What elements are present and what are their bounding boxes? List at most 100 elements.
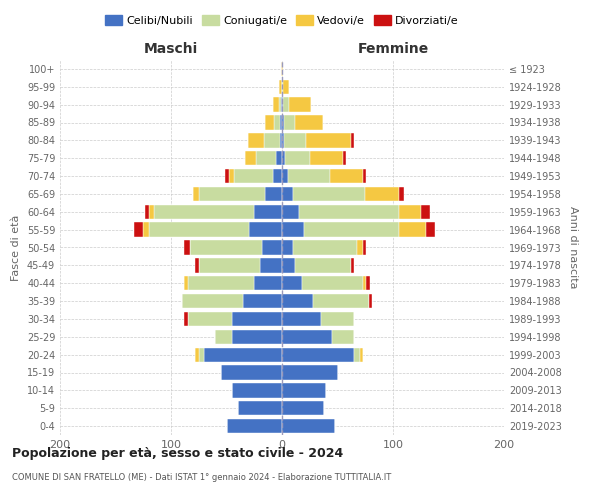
Bar: [245, 151, 256, 166]
Bar: [188, 276, 254, 290]
Bar: [282, 276, 302, 290]
Y-axis label: Anni di nascita: Anni di nascita: [568, 206, 578, 289]
Bar: [282, 330, 332, 344]
Bar: [196, 258, 199, 272]
Bar: [280, 133, 282, 148]
Bar: [229, 169, 234, 183]
Bar: [283, 80, 289, 94]
Bar: [204, 348, 282, 362]
Bar: [196, 348, 199, 362]
Bar: [232, 383, 282, 398]
Bar: [143, 222, 149, 237]
Bar: [184, 276, 188, 290]
Bar: [184, 240, 190, 254]
Bar: [363, 240, 367, 254]
Bar: [302, 276, 363, 290]
Bar: [190, 240, 262, 254]
Bar: [149, 222, 249, 237]
Bar: [313, 294, 368, 308]
Bar: [226, 169, 229, 183]
Bar: [221, 366, 282, 380]
Bar: [282, 258, 295, 272]
Bar: [282, 116, 284, 130]
Text: Popolazione per età, sesso e stato civile - 2024: Popolazione per età, sesso e stato civil…: [12, 448, 343, 460]
Bar: [293, 187, 365, 201]
Bar: [232, 330, 282, 344]
Bar: [282, 133, 284, 148]
Bar: [278, 98, 281, 112]
Bar: [256, 151, 277, 166]
Bar: [282, 187, 293, 201]
Bar: [145, 204, 149, 219]
Bar: [310, 151, 343, 166]
Bar: [282, 294, 313, 308]
Bar: [188, 312, 232, 326]
Bar: [234, 169, 273, 183]
Bar: [426, 222, 435, 237]
Bar: [304, 222, 398, 237]
Bar: [264, 133, 280, 148]
Bar: [398, 204, 421, 219]
Bar: [134, 222, 143, 237]
Bar: [321, 312, 354, 326]
Bar: [351, 258, 354, 272]
Bar: [243, 294, 282, 308]
Bar: [354, 348, 360, 362]
Bar: [284, 116, 295, 130]
Bar: [260, 258, 282, 272]
Bar: [358, 240, 363, 254]
Bar: [248, 133, 264, 148]
Bar: [282, 169, 287, 183]
Bar: [281, 98, 282, 112]
Bar: [281, 62, 282, 76]
Bar: [282, 151, 286, 166]
Bar: [277, 151, 282, 166]
Bar: [278, 80, 282, 94]
Bar: [286, 151, 310, 166]
Bar: [351, 133, 354, 148]
Bar: [293, 240, 358, 254]
Bar: [283, 98, 289, 112]
Bar: [363, 169, 367, 183]
Bar: [299, 204, 398, 219]
Bar: [193, 187, 199, 201]
Bar: [295, 116, 323, 130]
Text: Maschi: Maschi: [144, 42, 198, 56]
Bar: [398, 187, 404, 201]
Bar: [282, 401, 324, 415]
Bar: [273, 98, 278, 112]
Bar: [274, 116, 280, 130]
Bar: [262, 240, 282, 254]
Bar: [265, 116, 274, 130]
Bar: [254, 276, 282, 290]
Bar: [282, 98, 283, 112]
Bar: [199, 187, 265, 201]
Bar: [282, 204, 299, 219]
Bar: [287, 169, 330, 183]
Bar: [307, 133, 351, 148]
Bar: [360, 348, 363, 362]
Y-axis label: Fasce di età: Fasce di età: [11, 214, 21, 280]
Bar: [254, 204, 282, 219]
Bar: [295, 258, 351, 272]
Bar: [282, 383, 326, 398]
Bar: [273, 169, 282, 183]
Bar: [182, 294, 243, 308]
Bar: [289, 98, 311, 112]
Bar: [282, 62, 283, 76]
Bar: [232, 312, 282, 326]
Bar: [282, 366, 337, 380]
Bar: [249, 222, 282, 237]
Bar: [368, 294, 372, 308]
Bar: [282, 222, 304, 237]
Bar: [421, 204, 430, 219]
Bar: [215, 330, 232, 344]
Bar: [238, 401, 282, 415]
Bar: [282, 240, 293, 254]
Bar: [367, 276, 370, 290]
Bar: [154, 204, 254, 219]
Bar: [199, 348, 204, 362]
Text: Femmine: Femmine: [358, 42, 428, 56]
Bar: [199, 258, 260, 272]
Bar: [398, 222, 426, 237]
